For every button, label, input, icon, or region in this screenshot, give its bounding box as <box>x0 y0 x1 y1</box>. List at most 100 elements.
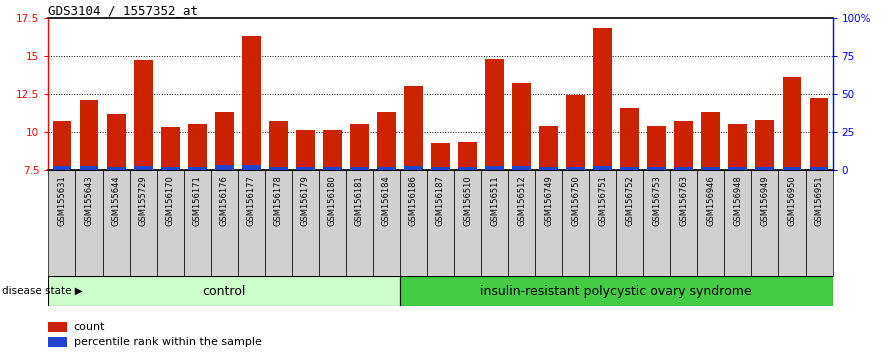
Bar <box>562 170 589 276</box>
Text: GSM156510: GSM156510 <box>463 175 472 226</box>
Text: GSM155631: GSM155631 <box>57 175 66 226</box>
Bar <box>296 130 315 170</box>
Text: control: control <box>203 285 246 298</box>
Bar <box>404 86 423 170</box>
Bar <box>485 59 504 170</box>
Bar <box>79 100 99 170</box>
Text: GSM156178: GSM156178 <box>274 175 283 226</box>
Bar <box>102 170 130 276</box>
Bar <box>350 124 369 170</box>
Text: GSM156179: GSM156179 <box>300 175 310 226</box>
Bar <box>674 121 693 170</box>
Bar <box>269 167 288 170</box>
Bar <box>157 170 183 276</box>
Bar <box>215 112 233 170</box>
Bar <box>670 170 698 276</box>
Bar <box>241 36 261 170</box>
Bar <box>134 166 152 170</box>
Bar <box>485 166 504 170</box>
Bar <box>79 166 99 170</box>
Bar <box>810 98 828 170</box>
Text: GSM156763: GSM156763 <box>679 175 688 226</box>
Bar <box>805 170 833 276</box>
Bar <box>643 170 670 276</box>
Bar <box>427 170 454 276</box>
Text: GSM156512: GSM156512 <box>517 175 526 226</box>
Bar <box>454 170 481 276</box>
Bar <box>458 142 477 170</box>
Text: GSM156750: GSM156750 <box>571 175 581 226</box>
Bar <box>160 167 180 170</box>
Text: GSM156751: GSM156751 <box>598 175 607 226</box>
Bar <box>322 167 342 170</box>
Bar <box>183 170 211 276</box>
Text: GSM156949: GSM156949 <box>760 175 769 226</box>
Bar <box>535 170 562 276</box>
Text: GSM156752: GSM156752 <box>626 175 634 226</box>
Bar <box>400 170 427 276</box>
Bar <box>48 276 400 306</box>
Bar <box>400 276 833 306</box>
Text: GSM156950: GSM156950 <box>788 175 796 226</box>
Bar <box>130 170 157 276</box>
Bar <box>566 95 585 170</box>
Bar <box>350 167 369 170</box>
Bar <box>508 170 535 276</box>
Text: GSM156176: GSM156176 <box>219 175 229 226</box>
Bar <box>782 77 802 170</box>
Bar <box>756 120 774 170</box>
Bar <box>215 165 233 170</box>
Bar <box>134 60 152 170</box>
Bar <box>107 167 125 170</box>
Text: GSM156170: GSM156170 <box>166 175 174 226</box>
Bar <box>238 170 265 276</box>
Text: insulin-resistant polycystic ovary syndrome: insulin-resistant polycystic ovary syndr… <box>480 285 752 298</box>
Text: GSM156948: GSM156948 <box>733 175 743 226</box>
Text: GSM156187: GSM156187 <box>436 175 445 226</box>
Text: GSM156951: GSM156951 <box>815 175 824 226</box>
Text: GSM156511: GSM156511 <box>490 175 499 226</box>
Bar <box>729 124 747 170</box>
Bar <box>756 167 774 170</box>
Bar <box>779 170 805 276</box>
Bar <box>539 167 558 170</box>
Text: GSM155729: GSM155729 <box>138 175 148 226</box>
Bar <box>539 126 558 170</box>
Bar <box>620 108 640 170</box>
Bar <box>296 167 315 170</box>
Text: GSM156171: GSM156171 <box>193 175 202 226</box>
Bar <box>319 170 346 276</box>
Text: GSM156946: GSM156946 <box>707 175 715 226</box>
Bar <box>160 126 180 170</box>
Bar <box>188 167 207 170</box>
Text: disease state ▶: disease state ▶ <box>2 286 83 296</box>
Bar <box>512 166 531 170</box>
Bar <box>377 167 396 170</box>
Bar <box>265 170 292 276</box>
Bar <box>346 170 373 276</box>
Bar <box>373 170 400 276</box>
Bar <box>701 112 721 170</box>
Bar <box>620 167 640 170</box>
Bar <box>107 114 125 170</box>
Text: GSM156753: GSM156753 <box>652 175 662 226</box>
Bar <box>48 322 67 332</box>
Bar <box>269 121 288 170</box>
Bar <box>292 170 319 276</box>
Bar <box>648 167 666 170</box>
Bar <box>782 167 802 170</box>
Bar <box>729 167 747 170</box>
Text: GSM156177: GSM156177 <box>247 175 255 226</box>
Bar <box>188 124 207 170</box>
Bar <box>431 167 450 170</box>
Bar <box>431 143 450 170</box>
Bar <box>593 166 612 170</box>
Bar <box>751 170 779 276</box>
Text: percentile rank within the sample: percentile rank within the sample <box>74 337 262 347</box>
Text: GSM156180: GSM156180 <box>328 175 337 226</box>
Bar <box>589 170 616 276</box>
Text: GSM156181: GSM156181 <box>355 175 364 226</box>
Bar <box>48 337 67 347</box>
Bar <box>48 170 76 276</box>
Bar <box>512 83 531 170</box>
